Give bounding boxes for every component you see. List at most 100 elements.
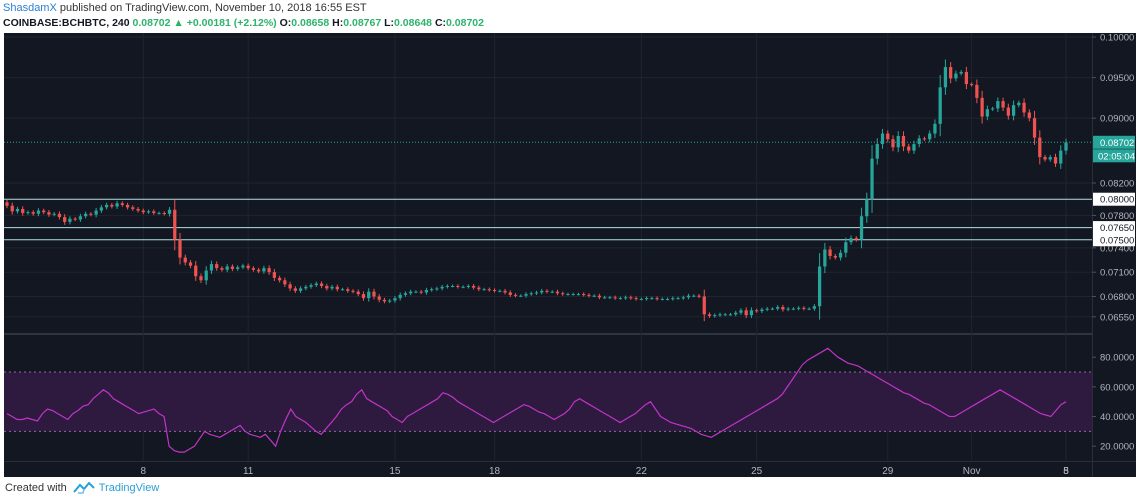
rsi-axis-label: 20.0000 (1100, 442, 1134, 453)
candle-body (188, 262, 193, 266)
author-link[interactable]: ShasdamX (3, 2, 57, 14)
candle-body (47, 212, 51, 215)
candle-body (5, 202, 9, 206)
price-change: +0.00181 (+2.12%) (186, 17, 277, 29)
candle-body (136, 208, 140, 211)
level-label-bg (1093, 192, 1135, 206)
candle-body (125, 204, 130, 208)
candle-body (99, 207, 103, 211)
candle-body (487, 289, 491, 291)
candle-body (445, 285, 450, 287)
candle-body (519, 295, 523, 297)
change-arrow-icon: ▲ (173, 17, 184, 29)
candle-body (786, 308, 790, 310)
candle-body (63, 217, 67, 222)
time-axis-label: 15 (389, 466, 401, 477)
candle-body (697, 295, 701, 297)
candle-body (477, 287, 481, 290)
candle-body (817, 266, 822, 307)
candle-body (629, 297, 633, 299)
candle-body (419, 291, 423, 293)
candle-body (713, 315, 717, 317)
candle-body (776, 307, 780, 309)
candle-body (424, 290, 429, 293)
last-price-label: 0.08702 (1100, 138, 1134, 149)
candle-body (802, 307, 806, 309)
price-axis-label: 0.06550 (1100, 312, 1134, 323)
candle-body (996, 101, 1000, 109)
rsi-axis-label: 60.0000 (1100, 382, 1134, 393)
candle-body (728, 314, 733, 316)
candle-body (167, 209, 172, 214)
candle-body (587, 294, 591, 296)
candle-body (225, 266, 229, 270)
candle-body (435, 288, 439, 290)
candle-body (1064, 142, 1068, 151)
tradingview-link[interactable]: TradingView (98, 482, 160, 494)
candle-body (194, 265, 198, 277)
candle-body (634, 298, 638, 300)
candle-body (57, 213, 62, 218)
candle-body (31, 212, 35, 214)
candle-body (283, 280, 287, 285)
candle-body (975, 84, 979, 98)
candle-body (110, 204, 114, 207)
publish-text: published on TradingView.com, November 1… (56, 2, 367, 14)
candle-body (755, 310, 759, 312)
candle-body (414, 291, 418, 293)
candle-body (403, 293, 408, 295)
candle-body (503, 290, 507, 293)
candle-body (954, 73, 958, 79)
candle-body (508, 292, 512, 295)
candle-body (838, 252, 843, 258)
candle-body (970, 84, 974, 86)
candle-body (230, 266, 235, 269)
candle-body (655, 298, 659, 300)
candle-body (555, 291, 560, 294)
candle-body (865, 199, 869, 217)
candle-body (220, 268, 224, 270)
level-label: 0.08000 (1100, 195, 1134, 206)
price-axis-label: 0.08200 (1100, 179, 1134, 190)
candle-body (812, 306, 816, 309)
candle-body (524, 294, 528, 296)
candle-body (120, 203, 124, 205)
candle-body (15, 208, 20, 212)
candle-body (209, 264, 214, 271)
candle-body (42, 210, 46, 213)
candle-body (382, 299, 387, 302)
candle-body (1032, 118, 1037, 138)
candle-body (760, 309, 764, 312)
time-axis-label: 25 (751, 466, 763, 477)
candle-body (550, 291, 554, 293)
candle-body (875, 144, 879, 159)
candle-body (335, 286, 339, 290)
candle-body (959, 71, 963, 74)
candle-body (1017, 102, 1021, 106)
candle-body (980, 97, 984, 117)
candle-body (262, 268, 266, 272)
candle-body (1038, 137, 1042, 158)
candle-body (492, 290, 497, 292)
candle-body (388, 300, 392, 302)
candle-body (561, 293, 565, 295)
price-chart[interactable]: 8 11 15 18 22 25 29 Nov 580.100000.095000.090000… (4, 33, 1136, 477)
candle-body (78, 216, 83, 220)
last-price: 0.08702 (132, 17, 171, 29)
countdown-label-bg (1093, 149, 1135, 163)
price-axis-background (1092, 33, 1136, 477)
candle-body (749, 310, 754, 316)
candle-body (173, 209, 177, 240)
candle-body (461, 286, 465, 288)
candle-body (807, 308, 811, 310)
candle-body (141, 210, 145, 213)
candle-body (1011, 105, 1016, 116)
candle-body (739, 310, 743, 313)
candle-body (251, 268, 256, 270)
candle-body (304, 286, 308, 289)
price-axis-label: 0.07400 (1100, 243, 1134, 254)
countdown-label: 02:05:04 (1098, 151, 1135, 162)
rsi-line (6, 347, 1067, 453)
candle-body (73, 218, 77, 220)
last-price-label-bg (1093, 135, 1135, 149)
